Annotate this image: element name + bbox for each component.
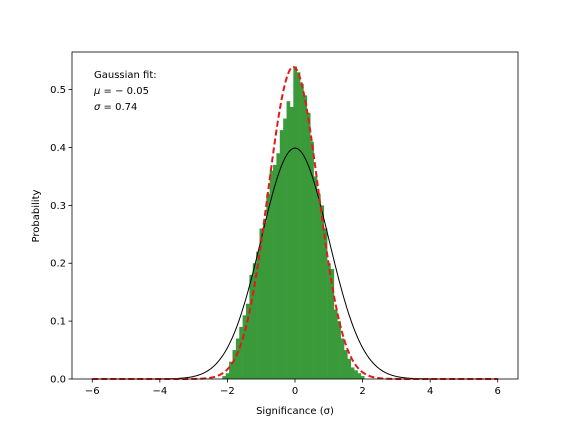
- histogram-bar: [222, 376, 227, 379]
- histogram-bar: [232, 350, 237, 379]
- histogram-bar: [286, 101, 291, 379]
- histogram-bar: [259, 228, 264, 379]
- histogram-bar: [303, 95, 308, 380]
- histogram-bar: [242, 315, 247, 379]
- sigma-symbol: σ: [94, 102, 101, 113]
- histogram-bar: [252, 263, 257, 379]
- y-axis-ticks: 0.0 0.1 0.2 0.3 0.4 0.5: [50, 85, 72, 386]
- sigma-value: = 0.74: [100, 102, 137, 113]
- annotation-title: Gaussian fit:: [94, 70, 157, 81]
- y-tick-label: 0.1: [50, 317, 66, 328]
- histogram-bar: [300, 83, 304, 380]
- histogram-bar: [340, 338, 345, 379]
- x-axis-ticks: −6 −4 −2 0 2 4 6: [85, 379, 501, 397]
- histogram-bar: [262, 222, 267, 379]
- histogram-bar: [246, 303, 250, 379]
- annotation-sigma: σ = 0.74: [94, 102, 137, 113]
- histogram-bar: [347, 358, 352, 379]
- x-axis-label: Significance (σ): [256, 406, 334, 417]
- histogram-bar: [333, 309, 338, 379]
- x-tick-label: 6: [495, 386, 501, 397]
- x-tick-label: −6: [85, 386, 100, 397]
- histogram-bar: [279, 130, 284, 379]
- histogram-bars: [222, 66, 365, 380]
- y-tick-label: 0.4: [50, 143, 66, 154]
- y-tick-label: 0.0: [50, 375, 66, 386]
- histogram-bar: [229, 361, 233, 379]
- histogram-bar: [293, 66, 297, 379]
- fit-annotation: Gaussian fit: μ = − 0.05 σ = 0.74: [93, 70, 157, 113]
- histogram-bar: [313, 176, 318, 379]
- y-tick-label: 0.2: [50, 259, 66, 270]
- histogram-bar: [256, 251, 260, 379]
- histogram-bar: [343, 350, 348, 379]
- histogram-bar: [360, 376, 365, 379]
- x-tick-label: 2: [359, 386, 365, 397]
- histogram-bar: [357, 373, 362, 379]
- histogram-bar: [276, 153, 281, 379]
- histogram-bar: [225, 373, 230, 379]
- x-tick-label: 0: [292, 386, 298, 397]
- y-tick-label: 0.5: [50, 85, 66, 96]
- histogram-bar: [239, 326, 243, 379]
- histogram-bar: [316, 193, 321, 379]
- x-tick-label: −4: [152, 386, 167, 397]
- histogram-bar: [327, 263, 331, 379]
- histogram-bar: [296, 72, 301, 379]
- mu-value: = − 0.05: [100, 86, 149, 97]
- histogram-bar: [283, 118, 287, 379]
- x-tick-label: 4: [427, 386, 433, 397]
- histogram-bar: [330, 269, 335, 379]
- mu-symbol: μ: [93, 86, 100, 97]
- annotation-mu: μ = − 0.05: [93, 86, 149, 97]
- x-tick-label: −2: [220, 386, 235, 397]
- histogram-bar: [289, 106, 294, 379]
- histogram-bar: [235, 338, 240, 379]
- histogram-bar: [350, 367, 355, 379]
- histogram-bar: [337, 321, 341, 379]
- histogram-bar: [266, 193, 270, 379]
- histogram-bar: [320, 205, 325, 379]
- histogram-bar: [323, 228, 328, 379]
- y-tick-label: 0.3: [50, 201, 66, 212]
- histogram-bar: [310, 141, 314, 379]
- histogram-bar: [249, 274, 254, 379]
- y-axis-label: Probability: [31, 189, 42, 242]
- histogram-bar: [269, 170, 274, 379]
- histogram-bar: [306, 112, 311, 380]
- histogram-bar: [273, 164, 277, 379]
- histogram-bar: [354, 370, 358, 379]
